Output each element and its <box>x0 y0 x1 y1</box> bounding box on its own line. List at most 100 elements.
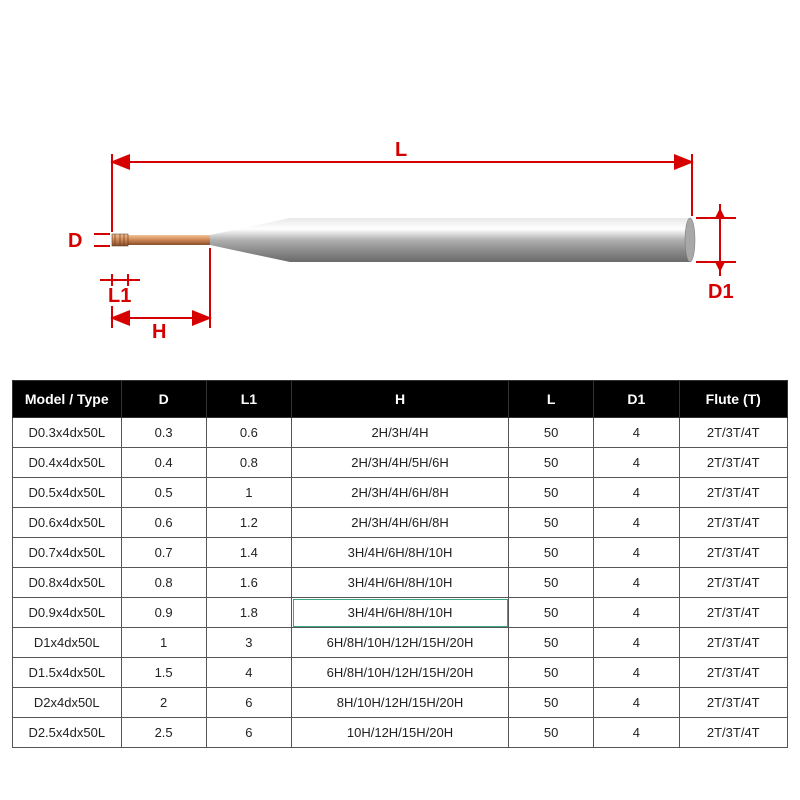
header-row: Model / TypeDL1HLD1Flute (T) <box>13 381 788 418</box>
table-row: D0.3x4dx50L0.30.62H/3H/4H5042T/3T/4T <box>13 418 788 448</box>
table-cell: 1 <box>206 478 291 508</box>
table-cell: D0.8x4dx50L <box>13 568 122 598</box>
table-cell: 10H/12H/15H/20H <box>292 718 509 748</box>
table-cell: D2x4dx50L <box>13 688 122 718</box>
table-row: D1x4dx50L136H/8H/10H/12H/15H/20H5042T/3T… <box>13 628 788 658</box>
table-cell: 0.9 <box>121 598 206 628</box>
tool-diagram-svg: D L1 H L D1 <box>60 140 740 340</box>
table-cell: 50 <box>509 448 594 478</box>
table-cell: 2H/3H/4H/6H/8H <box>292 508 509 538</box>
table-cell: 50 <box>509 718 594 748</box>
table-row: D0.5x4dx50L0.512H/3H/4H/6H/8H5042T/3T/4T <box>13 478 788 508</box>
table-cell: 4 <box>594 598 679 628</box>
table-cell: 0.3 <box>121 418 206 448</box>
table-cell: 3H/4H/6H/8H/10H <box>292 538 509 568</box>
header-cell: D <box>121 381 206 418</box>
table-cell: 2.5 <box>121 718 206 748</box>
label-d: D <box>68 230 82 252</box>
shank-endcap <box>685 218 695 262</box>
table-row: D0.8x4dx50L0.81.63H/4H/6H/8H/10H5042T/3T… <box>13 568 788 598</box>
d1-arrow-top <box>715 208 725 218</box>
label-l: L <box>395 140 407 161</box>
table-cell: 0.8 <box>121 568 206 598</box>
label-d1: D1 <box>708 281 734 303</box>
table-cell: 4 <box>594 718 679 748</box>
header-cell: Model / Type <box>13 381 122 418</box>
header-cell: Flute (T) <box>679 381 788 418</box>
table-cell: 2T/3T/4T <box>679 508 788 538</box>
table-cell: 1.5 <box>121 658 206 688</box>
table-cell: 4 <box>594 448 679 478</box>
table-cell: 4 <box>594 538 679 568</box>
table-cell: D1.5x4dx50L <box>13 658 122 688</box>
table-cell: 4 <box>594 478 679 508</box>
header-cell: L <box>509 381 594 418</box>
table-cell: 2T/3T/4T <box>679 538 788 568</box>
table-cell: 2T/3T/4T <box>679 658 788 688</box>
header-cell: L1 <box>206 381 291 418</box>
table-row: D2x4dx50L268H/10H/12H/15H/20H5042T/3T/4T <box>13 688 788 718</box>
table-body: D0.3x4dx50L0.30.62H/3H/4H5042T/3T/4TD0.4… <box>13 418 788 748</box>
table-cell: 6H/8H/10H/12H/15H/20H <box>292 658 509 688</box>
table-cell: 1.2 <box>206 508 291 538</box>
shank <box>290 218 690 262</box>
table-cell: 2H/3H/4H/5H/6H <box>292 448 509 478</box>
table-cell: 6 <box>206 688 291 718</box>
table-cell: D2.5x4dx50L <box>13 718 122 748</box>
table-cell: 3 <box>206 628 291 658</box>
table-cell: 4 <box>594 418 679 448</box>
table-cell: 50 <box>509 568 594 598</box>
table-cell: 1 <box>121 628 206 658</box>
table-cell: 0.7 <box>121 538 206 568</box>
table-cell: 50 <box>509 418 594 448</box>
table-cell: 3H/4H/6H/8H/10H <box>292 598 509 628</box>
table-cell: D0.7x4dx50L <box>13 538 122 568</box>
table-cell: 4 <box>594 658 679 688</box>
table-cell: 0.6 <box>121 508 206 538</box>
table-cell: 8H/10H/12H/15H/20H <box>292 688 509 718</box>
table-cell: 3H/4H/6H/8H/10H <box>292 568 509 598</box>
table-cell: 2T/3T/4T <box>679 628 788 658</box>
header-cell: H <box>292 381 509 418</box>
table-row: D0.9x4dx50L0.91.83H/4H/6H/8H/10H5042T/3T… <box>13 598 788 628</box>
d1-arrow-bot <box>715 262 725 272</box>
table-row: D0.6x4dx50L0.61.22H/3H/4H/6H/8H5042T/3T/… <box>13 508 788 538</box>
table-cell: D0.3x4dx50L <box>13 418 122 448</box>
table-cell: D0.5x4dx50L <box>13 478 122 508</box>
table-cell: D1x4dx50L <box>13 628 122 658</box>
table-cell: 6H/8H/10H/12H/15H/20H <box>292 628 509 658</box>
table-cell: 2T/3T/4T <box>679 688 788 718</box>
table-row: D2.5x4dx50L2.5610H/12H/15H/20H5042T/3T/4… <box>13 718 788 748</box>
label-l1: L1 <box>108 285 131 307</box>
table-cell: 50 <box>509 478 594 508</box>
table-row: D0.4x4dx50L0.40.82H/3H/4H/5H/6H5042T/3T/… <box>13 448 788 478</box>
table-cell: 4 <box>594 508 679 538</box>
table-cell: D0.6x4dx50L <box>13 508 122 538</box>
table-cell: 50 <box>509 598 594 628</box>
table-cell: 0.4 <box>121 448 206 478</box>
table-cell: 50 <box>509 688 594 718</box>
table-cell: 2H/3H/4H/6H/8H <box>292 478 509 508</box>
header-cell: D1 <box>594 381 679 418</box>
table-cell: 50 <box>509 538 594 568</box>
table-cell: 50 <box>509 658 594 688</box>
table-cell: 2 <box>121 688 206 718</box>
table-cell: 0.8 <box>206 448 291 478</box>
table-row: D1.5x4dx50L1.546H/8H/10H/12H/15H/20H5042… <box>13 658 788 688</box>
table-cell: 0.5 <box>121 478 206 508</box>
table-cell: 1.4 <box>206 538 291 568</box>
spec-table: Model / TypeDL1HLD1Flute (T) D0.3x4dx50L… <box>12 380 788 748</box>
table-cell: 2T/3T/4T <box>679 568 788 598</box>
tool-diagram: D L1 H L D1 <box>60 140 740 340</box>
table-cell: 4 <box>206 658 291 688</box>
table-cell: 4 <box>594 628 679 658</box>
table-cell: 50 <box>509 508 594 538</box>
table-cell: 1.8 <box>206 598 291 628</box>
table-cell: 1.6 <box>206 568 291 598</box>
table-cell: 6 <box>206 718 291 748</box>
table-cell: 2T/3T/4T <box>679 418 788 448</box>
spec-table-wrap: Model / TypeDL1HLD1Flute (T) D0.3x4dx50L… <box>12 380 788 748</box>
table-cell: 4 <box>594 568 679 598</box>
table-cell: 2T/3T/4T <box>679 718 788 748</box>
table-cell: D0.9x4dx50L <box>13 598 122 628</box>
